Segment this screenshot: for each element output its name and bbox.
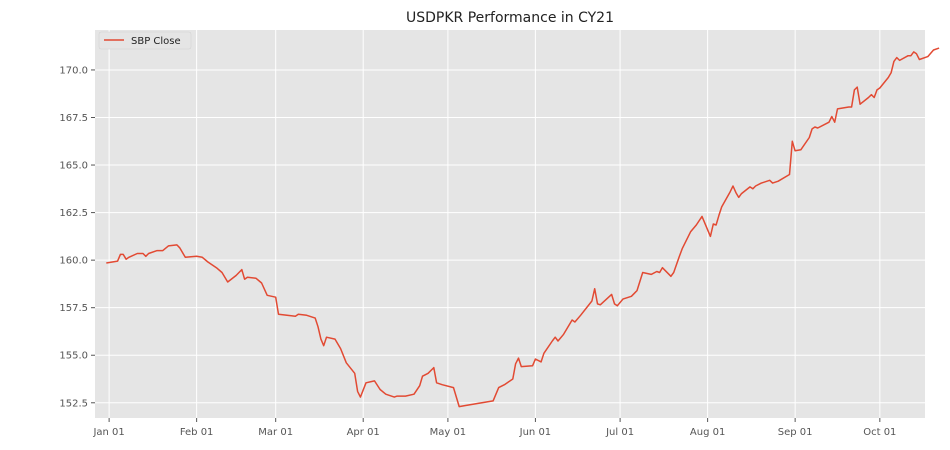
x-axis: Jan 01 Feb 01 Mar 01 Apr 01 May 01 Jun 01 Jul … [92,418,896,438]
grid-lines [95,30,925,418]
x-tick-label: Jul 01 [605,427,634,438]
series-line-sbp-close [106,47,940,408]
x-tick-label: Apr 01 [347,427,380,438]
legend-box [98,31,192,50]
x-tick-label: Feb 01 [180,427,214,438]
y-axis: 152.5 155.0 157.5 160.0 162.5 165.0 167.5 170.0 [59,65,95,409]
y-tick-label: 162.5 [59,208,88,219]
y-tick-label: 155.0 [59,351,88,362]
x-tick-label: Jun 01 [519,427,552,438]
x-tick-label: Aug 01 [690,427,725,438]
y-tick-label: 157.5 [59,303,88,314]
x-tick-label: Mar 01 [258,427,293,438]
x-tick-label: Sep 01 [778,427,813,438]
y-tick-label: 165.0 [59,161,88,172]
y-tick-label: 167.5 [59,113,88,124]
x-tick-label: Oct 01 [863,427,896,438]
chart-title: USDPKR Performance in CY21 [406,10,614,26]
y-tick-label: 152.5 [59,398,88,409]
x-tick-label: Jan 01 [92,427,124,438]
legend-label: SBP Close [131,36,181,47]
legend: SBP Close [98,31,192,50]
y-tick-label: 170.0 [59,65,88,76]
y-tick-label: 160.0 [59,256,88,267]
plot-area [95,30,925,418]
x-tick-label: May 01 [430,427,467,438]
